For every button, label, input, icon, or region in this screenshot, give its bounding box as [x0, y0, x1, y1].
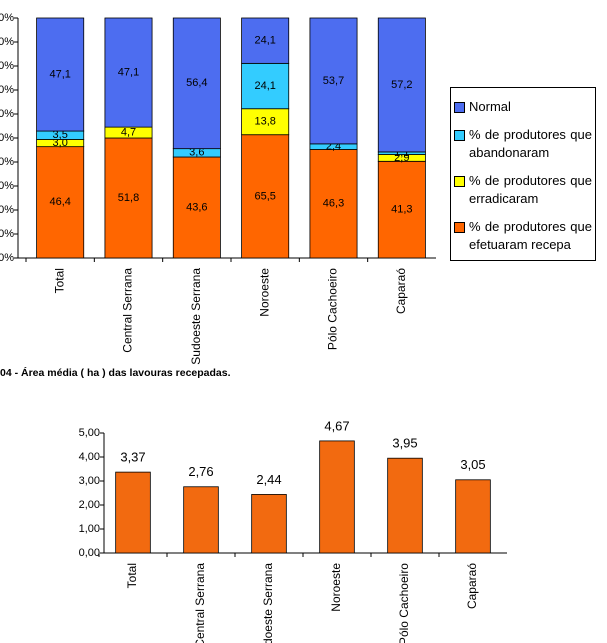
value-label: 46,3 — [323, 198, 344, 210]
legend-swatch — [454, 130, 465, 141]
y-tick-label: 90% — [0, 36, 14, 48]
x-tick-label: Central Serrana — [193, 563, 207, 643]
legend-item: % de produtores que efetuaram recepa — [454, 218, 592, 254]
chart-title: 04 - Área média ( ha ) das lavouras rece… — [0, 366, 231, 379]
x-tick-label: Noroeste — [329, 563, 343, 612]
bar — [455, 479, 491, 554]
y-tick-label: 80% — [0, 60, 14, 72]
y-tick-label: 20% — [0, 204, 14, 216]
x-tick-label: Central Serrana — [121, 268, 135, 353]
value-label: 56,4 — [186, 77, 207, 89]
y-tick-label: 40% — [0, 156, 14, 168]
bar-segment — [241, 17, 290, 64]
bar-segment — [36, 17, 85, 132]
x-tick-label: Pólo Cachoeiro — [397, 563, 411, 643]
y-tick-label: 60% — [0, 108, 14, 120]
value-label: 41,3 — [391, 204, 412, 216]
legend-label: % de produtores que erradicaram — [469, 173, 592, 206]
value-label: 43,6 — [186, 201, 207, 213]
legend-label: % de produtores que abandonaram — [469, 127, 592, 160]
y-tick-label: 100% — [0, 12, 14, 24]
value-label: 3,37 — [120, 450, 145, 465]
bar-segment — [377, 160, 426, 259]
y-tick-label: 0,00 — [79, 547, 100, 559]
value-label: 2,76 — [188, 464, 213, 479]
x-tick-label: Noroeste — [257, 268, 271, 317]
value-label: 57,2 — [391, 79, 412, 91]
legend-item: % de produtores que erradicaram — [454, 172, 592, 208]
bar — [387, 457, 423, 554]
bar-segment — [309, 17, 358, 145]
x-tick-label: Sudoeste Serrana — [189, 268, 203, 365]
value-label: 47,1 — [118, 66, 139, 78]
value-label: 3,5 — [53, 129, 68, 141]
x-tick-label: Pólo Cachoeiro — [326, 268, 340, 350]
y-tick-label: 1,00 — [79, 523, 100, 535]
y-tick-label: 5,00 — [79, 427, 100, 439]
value-label: 3,05 — [460, 457, 485, 472]
value-label: 3,95 — [392, 436, 417, 451]
bar — [115, 471, 151, 554]
bar-segment — [377, 17, 426, 153]
bar-segment — [241, 108, 290, 136]
bar — [251, 494, 287, 554]
value-label: 46,4 — [49, 196, 70, 208]
legend-swatch — [454, 222, 465, 233]
legend-label: % de produtores que efetuaram recepa — [469, 219, 592, 252]
bar-segment — [172, 156, 221, 259]
legend-label: Normal — [469, 99, 511, 114]
y-tick-label: 10% — [0, 228, 14, 240]
value-label: 4,7 — [121, 126, 136, 138]
value-label: 47,1 — [49, 68, 70, 80]
bar-segment — [36, 146, 85, 259]
bar — [319, 440, 355, 554]
y-tick-label: 3,00 — [79, 475, 100, 487]
y-tick-label: 50% — [0, 132, 14, 144]
x-tick-label: Caparaó — [465, 563, 479, 609]
value-label: 3,6 — [189, 147, 204, 159]
value-label: 51,8 — [118, 192, 139, 204]
legend: Normal % de produtores que abandonaram % d… — [450, 87, 596, 261]
y-tick-label: 2,00 — [79, 499, 100, 511]
value-label: 24,1 — [254, 80, 275, 92]
y-tick-label: 0% — [0, 252, 14, 264]
bar-segment — [104, 137, 153, 259]
legend-swatch — [454, 102, 465, 113]
bar-segment — [104, 17, 153, 128]
bar-segment — [241, 134, 290, 259]
legend-item: % de produtores que abandonaram — [454, 126, 592, 162]
x-tick-label: Sudoeste Serrana — [261, 563, 275, 643]
bar — [183, 486, 219, 554]
value-label: 24,1 — [254, 35, 275, 47]
x-tick-label: Total — [125, 563, 139, 588]
value-label: 2,44 — [256, 472, 281, 487]
bar-segment — [309, 149, 358, 259]
legend-item: Normal — [454, 98, 592, 116]
x-tick-label: Caparaó — [394, 268, 408, 314]
bar-segment — [241, 62, 290, 110]
value-label: 65,5 — [254, 190, 275, 202]
y-tick-label: 30% — [0, 180, 14, 192]
x-tick-label: Total — [52, 268, 66, 293]
value-label: 3,0 — [53, 137, 68, 149]
value-label: 53,7 — [323, 75, 344, 87]
y-tick-label: 70% — [0, 84, 14, 96]
bar-segment — [172, 17, 221, 150]
legend-swatch — [454, 176, 465, 187]
y-tick-label: 4,00 — [79, 451, 100, 463]
value-label: 13,8 — [254, 116, 275, 128]
value-label: 4,67 — [324, 418, 349, 433]
